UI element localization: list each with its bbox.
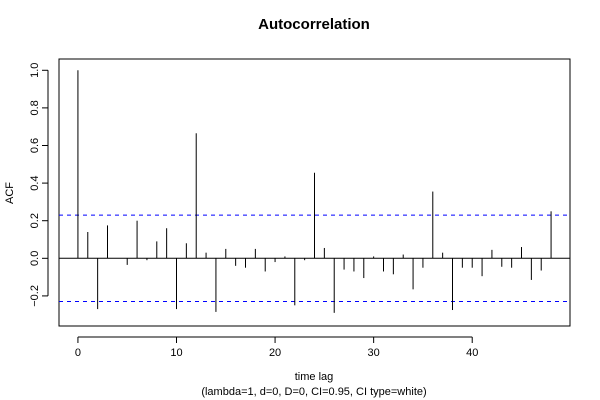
x-axis: 0 10 20 30 40 [75,336,478,359]
plot-frame [58,58,571,327]
y-tick-label: 0.0 [29,251,41,266]
x-axis-label: time lag [295,371,334,383]
y-tick-label: 1.0 [29,63,41,78]
chart-title: Autocorrelation [258,16,370,33]
acf-bars [77,70,552,313]
y-axis-label: ACF [4,182,16,204]
x-tick-label: 20 [269,347,281,359]
y-tick-label: 0.4 [29,175,41,190]
y-axis: −0.2 0.0 0.2 0.4 0.6 0.8 1.0 [29,63,49,307]
x-tick-label: 30 [368,347,380,359]
x-axis-sublabel: (lambda=1, d=0, D=0, CI=0.95, CI type=wh… [201,386,426,398]
y-tick-label: −0.2 [29,285,41,307]
x-tick-label: 10 [170,347,182,359]
x-tick-label: 0 [75,347,81,359]
y-tick-label: 0.2 [29,213,41,228]
confidence-bounds [59,214,570,303]
y-tick-label: 0.8 [29,100,41,115]
y-tick-label: 0.6 [29,138,41,153]
x-tick-label: 40 [466,347,478,359]
